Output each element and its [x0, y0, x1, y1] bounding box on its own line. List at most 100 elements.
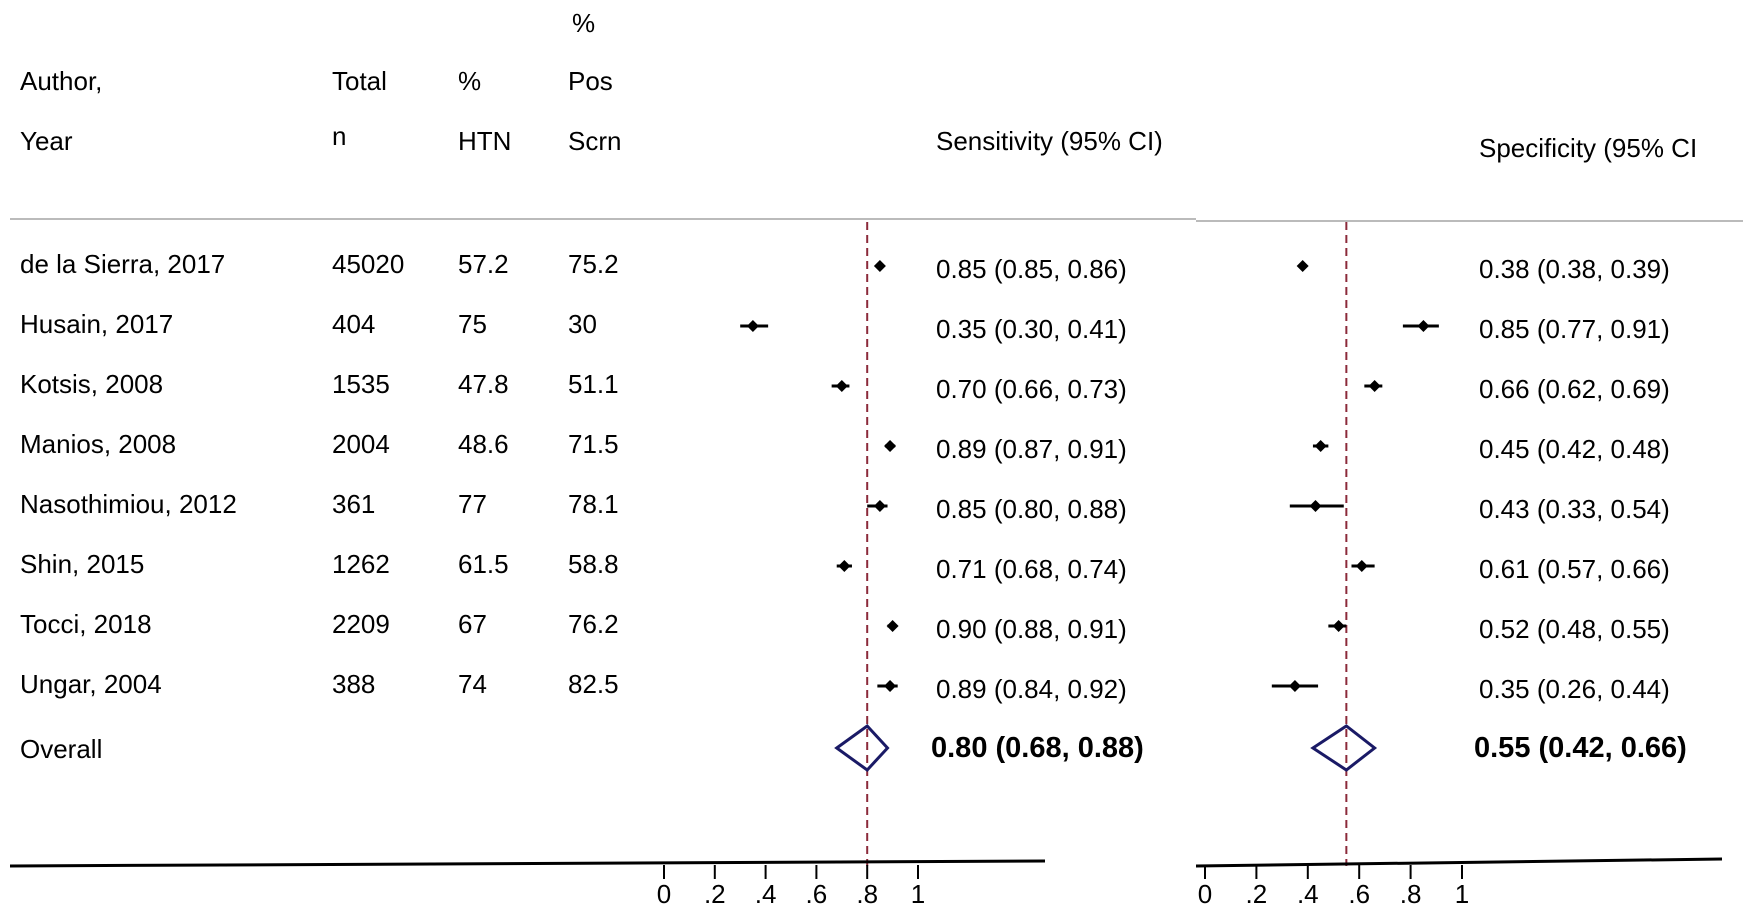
- sensitivity-ci-label: 0.85 (0.85, 0.86): [936, 254, 1127, 284]
- header-pos-line1: %: [572, 8, 595, 38]
- x-tick-label: .4: [755, 879, 777, 909]
- x-tick-label: .8: [856, 879, 878, 909]
- header-pos-line3: Scrn: [568, 126, 621, 156]
- point-estimate: [886, 620, 899, 632]
- x-tick-label: 0: [1198, 879, 1212, 909]
- overall-label: Overall: [20, 734, 102, 764]
- x-tick-label: .4: [1297, 879, 1319, 909]
- sensitivity-ci-label: 0.89 (0.87, 0.91): [936, 434, 1127, 464]
- htn-percent-cell: 61.5: [458, 549, 509, 579]
- specificity-ci-label: 0.38 (0.38, 0.39): [1479, 254, 1670, 284]
- bottom-axis-right: [1195, 857, 1723, 868]
- point-estimate: [1368, 380, 1381, 392]
- pos-scrn-percent-cell: 75.2: [568, 249, 619, 279]
- author-cell: Shin, 2015: [20, 549, 144, 579]
- total-n-cell: 388: [332, 669, 375, 699]
- pos-scrn-percent-cell: 78.1: [568, 489, 619, 519]
- htn-percent-cell: 75: [458, 309, 487, 339]
- table-row: Manios, 2008 2004 48.6 71.5 0.89 (0.87, 0.91…: [20, 429, 1670, 464]
- htn-percent-cell: 57.2: [458, 249, 509, 279]
- author-cell: Manios, 2008: [20, 429, 176, 459]
- table-row: Nasothimiou, 2012 361 77 78.1 0.85 (0.80, 0.…: [20, 489, 1670, 524]
- point-estimate: [884, 680, 897, 692]
- study-rows: de la Sierra, 2017 45020 57.2 75.2 0.85 (0.8…: [20, 249, 1670, 704]
- point-estimate: [1332, 620, 1345, 632]
- total-n-cell: 404: [332, 309, 375, 339]
- table-row: Tocci, 2018 2209 67 76.2 0.90 (0.88, 0.91) 0.…: [20, 609, 1670, 644]
- x-tick-label: .2: [1246, 879, 1268, 909]
- author-cell: Ungar, 2004: [20, 669, 162, 699]
- specificity-ci-label: 0.45 (0.42, 0.48): [1479, 434, 1670, 464]
- point-estimate: [873, 500, 886, 512]
- point-estimate: [1309, 500, 1322, 512]
- header-sensitivity: Sensitivity (95% CI): [936, 126, 1163, 156]
- header-htn-line1: %: [458, 66, 481, 96]
- header-author-line1: Author,: [20, 66, 102, 96]
- sensitivity-ci-label: 0.89 (0.84, 0.92): [936, 674, 1127, 704]
- point-estimate: [746, 320, 759, 332]
- summary-diamond: [1310, 724, 1378, 772]
- table-row: Husain, 2017 404 75 30 0.35 (0.30, 0.41) 0.85…: [20, 309, 1670, 344]
- column-headers: % Author, Year Total n % HTN Pos Scrn Se…: [20, 8, 1697, 163]
- pos-scrn-percent-cell: 82.5: [568, 669, 619, 699]
- point-estimate: [1417, 320, 1430, 332]
- point-estimate: [838, 560, 851, 572]
- specificity-ci-label: 0.61 (0.57, 0.66): [1479, 554, 1670, 584]
- total-n-cell: 2209: [332, 609, 390, 639]
- x-tick-label: 1: [911, 879, 925, 909]
- table-row: Kotsis, 2008 1535 47.8 51.1 0.70 (0.66, 0.73…: [20, 369, 1670, 404]
- header-pos-line2: Pos: [568, 66, 613, 96]
- x-tick-label: .6: [806, 879, 828, 909]
- pos-scrn-percent-cell: 71.5: [568, 429, 619, 459]
- sensitivity-ci-label: 0.35 (0.30, 0.41): [936, 314, 1127, 344]
- specificity-ci-label: 0.85 (0.77, 0.91): [1479, 314, 1670, 344]
- specificity-ci-label: 0.43 (0.33, 0.54): [1479, 494, 1670, 524]
- bottom-axis-left: [9, 859, 1046, 868]
- specificity-panel: 0 .2 .4 .6 .8 1: [1198, 222, 1469, 909]
- author-cell: Tocci, 2018: [20, 609, 152, 639]
- specificity-ci-label: 0.66 (0.62, 0.69): [1479, 374, 1670, 404]
- sensitivity-ci-label: 0.70 (0.66, 0.73): [936, 374, 1127, 404]
- point-estimate: [835, 380, 848, 392]
- header-author-line2: Year: [20, 126, 73, 156]
- x-tick-label: .6: [1348, 879, 1370, 909]
- htn-percent-cell: 67: [458, 609, 487, 639]
- point-estimate: [873, 260, 886, 272]
- table-row: Ungar, 2004 388 74 82.5 0.89 (0.84, 0.92) 0.3…: [20, 669, 1670, 704]
- point-estimate: [1314, 440, 1327, 452]
- overall-row: Overall 0.80 (0.68, 0.88) 0.55 (0.42, 0.…: [20, 732, 1687, 764]
- header-specificity: Specificity (95% CI: [1479, 133, 1697, 163]
- x-tick-label: .8: [1400, 879, 1422, 909]
- point-estimate: [884, 440, 897, 452]
- pos-scrn-percent-cell: 30: [568, 309, 597, 339]
- author-cell: Nasothimiou, 2012: [20, 489, 237, 519]
- header-total-line2: n: [332, 121, 346, 151]
- specificity-ci-label: 0.52 (0.48, 0.55): [1479, 614, 1670, 644]
- author-cell: de la Sierra, 2017: [20, 249, 225, 279]
- sensitivity-panel: 0 .2 .4 .6 .8 1: [657, 222, 925, 909]
- total-n-cell: 2004: [332, 429, 390, 459]
- table-row: Shin, 2015 1262 61.5 58.8 0.71 (0.68, 0.74) 0…: [20, 549, 1670, 584]
- htn-percent-cell: 77: [458, 489, 487, 519]
- x-tick-label: .2: [704, 879, 726, 909]
- point-estimate: [1288, 680, 1301, 692]
- author-cell: Husain, 2017: [20, 309, 173, 339]
- pos-scrn-percent-cell: 58.8: [568, 549, 619, 579]
- htn-percent-cell: 74: [458, 669, 487, 699]
- pos-scrn-percent-cell: 76.2: [568, 609, 619, 639]
- specificity-ci-label: 0.35 (0.26, 0.44): [1479, 674, 1670, 704]
- htn-percent-cell: 47.8: [458, 369, 509, 399]
- total-n-cell: 361: [332, 489, 375, 519]
- htn-percent-cell: 48.6: [458, 429, 509, 459]
- x-tick-label: 1: [1455, 879, 1469, 909]
- total-n-cell: 1535: [332, 369, 390, 399]
- sensitivity-ci-label: 0.71 (0.68, 0.74): [936, 554, 1127, 584]
- overall-specificity-label: 0.55 (0.42, 0.66): [1474, 732, 1687, 764]
- sensitivity-ci-label: 0.90 (0.88, 0.91): [936, 614, 1127, 644]
- point-estimate: [1355, 560, 1368, 572]
- sensitivity-ci-label: 0.85 (0.80, 0.88): [936, 494, 1127, 524]
- header-total-line1: Total: [332, 66, 387, 96]
- total-n-cell: 1262: [332, 549, 390, 579]
- point-estimate: [1296, 260, 1309, 272]
